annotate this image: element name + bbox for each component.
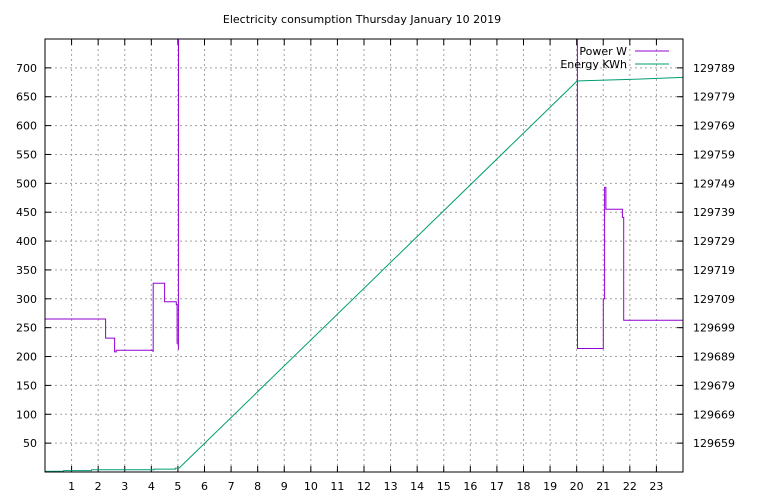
y2-tick-label: 129769 [693,120,735,133]
y2-tick-label: 129699 [693,322,735,335]
y-tick-label: 100 [16,408,37,421]
x-tick-label: 6 [201,480,208,493]
legend-label-power: Power W [579,45,627,58]
y-tick-label: 500 [16,177,37,190]
x-tick-label: 11 [330,480,344,493]
x-tick-label: 4 [148,480,155,493]
y-tick-label: 700 [16,62,37,75]
y2-tick-label: 129689 [693,351,735,364]
y2-tick-label: 129679 [693,379,735,392]
y2-tick-label: 129669 [693,408,735,421]
x-tick-label: 8 [254,480,261,493]
x-tick-label: 15 [437,480,451,493]
x-tick-label: 1 [68,480,75,493]
y2-tick-label: 129739 [693,206,735,219]
y-tick-label: 600 [16,120,37,133]
legend: Power W Energy KWh [560,45,669,71]
y2-tick-label: 129789 [693,62,735,75]
x-tick-label: 17 [490,480,504,493]
x-tick-label: 22 [623,480,637,493]
x-tick-label: 23 [649,480,663,493]
x-tick-label: 3 [121,480,128,493]
x-tick-label: 14 [410,480,424,493]
x-tick-label: 18 [517,480,531,493]
plot-border [44,38,684,473]
y-tick-label: 450 [16,206,37,219]
y-tick-label: 650 [16,91,37,104]
y2-tick-label: 129729 [693,235,735,248]
series-line-power [45,39,683,353]
series-layer [45,39,683,472]
x-tick-label: 19 [543,480,557,493]
x-tick-label: 9 [281,480,288,493]
y2-tick-label: 129749 [693,177,735,190]
y-tick-label: 150 [16,379,37,392]
x-tick-label: 12 [357,480,371,493]
y-tick-label: 50 [23,437,37,450]
y2-tick-label: 129779 [693,91,735,104]
x-tick-label: 7 [228,480,235,493]
x-tick-label: 5 [174,480,181,493]
axis-ticks: 1 2 3 4 5 6 7 8 9 10 11 12 13 14 15 16 17 18 19 20 21 22 23501… [16,39,735,493]
y2-tick-label: 129719 [693,264,735,277]
series-line-energy [45,76,683,472]
x-tick-label: 10 [304,480,318,493]
legend-label-energy: Energy KWh [560,58,627,71]
grid [45,39,683,472]
y-tick-label: 250 [16,322,37,335]
x-tick-label: 2 [95,480,102,493]
y-tick-label: 550 [16,148,37,161]
y-tick-label: 300 [16,293,37,306]
y2-tick-label: 129709 [693,293,735,306]
chart-title: Electricity consumption Thursday January… [223,13,501,26]
y2-tick-label: 129659 [693,437,735,450]
y-tick-label: 400 [16,235,37,248]
y-tick-label: 350 [16,264,37,277]
x-tick-label: 16 [463,480,477,493]
x-tick-label: 20 [570,480,584,493]
x-tick-label: 21 [596,480,610,493]
y-tick-label: 200 [16,351,37,364]
x-tick-label: 13 [384,480,398,493]
y2-tick-label: 129759 [693,148,735,161]
